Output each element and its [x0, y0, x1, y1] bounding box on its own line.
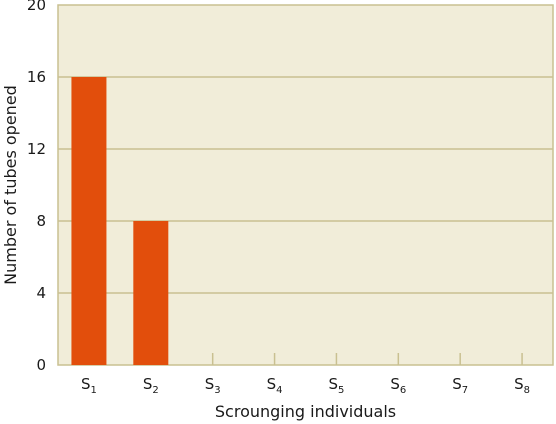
- x-tick-label-S6: S6: [390, 375, 406, 396]
- y-tick-label-8: 8: [36, 212, 46, 230]
- y-tick-labels: 0 4 8 12 16 20: [27, 0, 46, 374]
- y-tick-label-0: 0: [36, 356, 46, 374]
- bars: [71, 77, 169, 365]
- y-axis-title: Number of tubes opened: [1, 85, 20, 285]
- y-tick-label-20: 20: [27, 0, 46, 14]
- x-tick-label-S3: S3: [205, 375, 221, 396]
- bar-S2: [133, 221, 169, 365]
- x-tick-label-S5: S5: [328, 375, 344, 396]
- x-ticks: [211, 353, 523, 365]
- bar-S1: [71, 77, 107, 365]
- x-tick-label-S2: S2: [143, 375, 159, 396]
- y-tick-label-16: 16: [27, 68, 46, 86]
- x-tick-label-S4: S4: [267, 375, 283, 396]
- x-axis-title: Scrounging individuals: [215, 402, 396, 421]
- y-tick-label-12: 12: [27, 140, 46, 158]
- y-tick-label-4: 4: [36, 284, 46, 302]
- x-tick-label-S7: S7: [452, 375, 468, 396]
- plot-area: [57, 4, 554, 366]
- x-tick-labels: S1 S2 S3 S4 S5 S6 S7 S8: [81, 375, 530, 396]
- x-tick-label-S8: S8: [514, 375, 530, 396]
- x-tick-label-S1: S1: [81, 375, 97, 396]
